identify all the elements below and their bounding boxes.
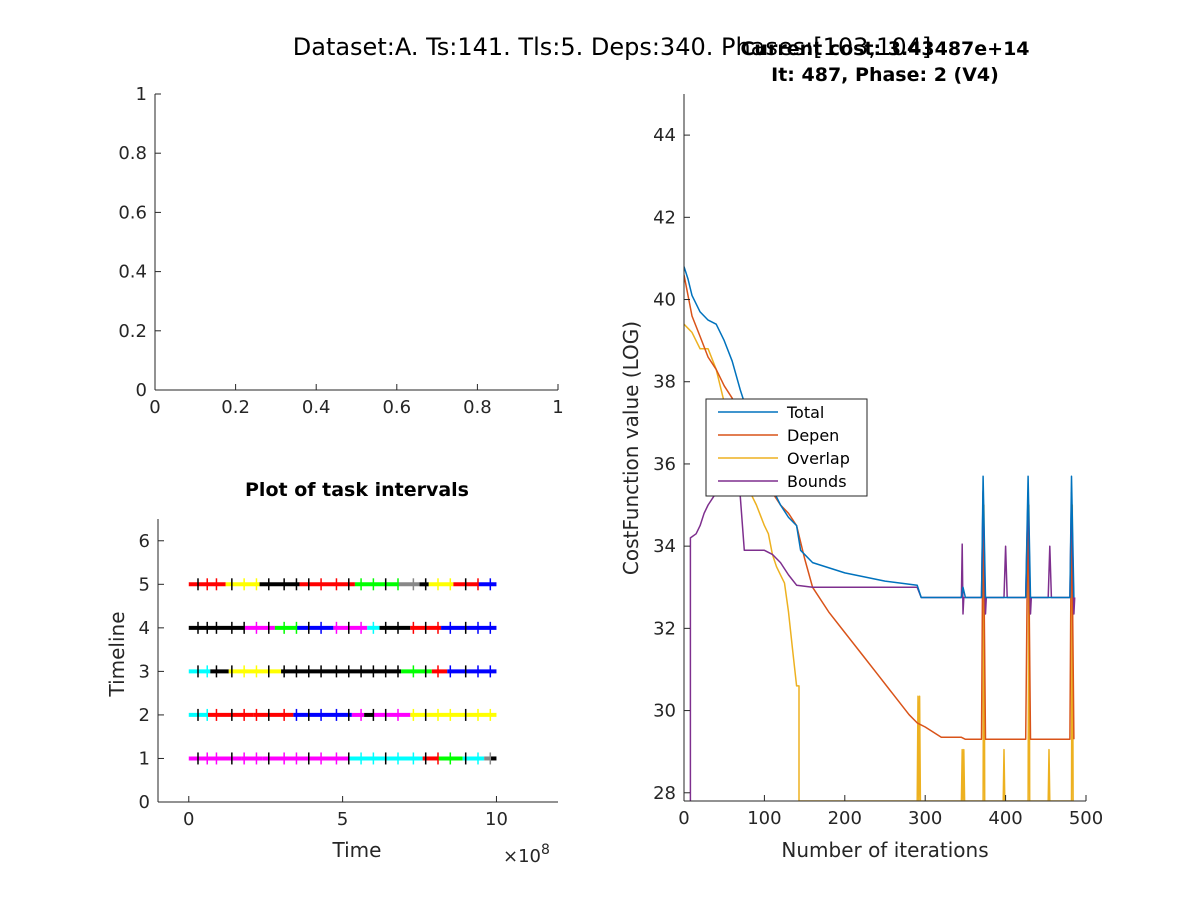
y-tick-label: 1 <box>139 748 150 769</box>
y-tick-label: 32 <box>653 618 676 639</box>
y-tick-label: 0 <box>139 792 150 813</box>
x-tick-label: 100 <box>747 808 781 829</box>
x-multiplier-exponent: 8 <box>541 842 550 858</box>
x-multiplier-base: ×10 <box>503 846 541 867</box>
legend-label-depen: Depen <box>787 426 839 445</box>
y-tick-label: 44 <box>653 125 676 146</box>
x-tick-label: 500 <box>1069 808 1103 829</box>
legend-box <box>705 398 868 497</box>
y-tick-label: 36 <box>653 454 676 475</box>
y-tick-label: 6 <box>139 531 150 552</box>
y-tick-label: 40 <box>653 290 676 311</box>
y-tick-label: 1 <box>136 84 147 105</box>
x-tick-label: 0 <box>183 809 194 830</box>
x-tick-label: 0.2 <box>221 397 250 418</box>
cost-subtitle: It: 487, Phase: 2 (V4) <box>771 64 999 86</box>
y-tick-label: 0.4 <box>118 262 147 283</box>
task-intervals-title: Plot of task intervals <box>245 479 469 501</box>
x-tick-label: 5 <box>337 809 348 830</box>
x-tick-label: 0 <box>149 397 160 418</box>
cost-function-axes: Current cost: 3.43487e+14 It: 487, Phase… <box>619 38 1103 862</box>
x-tick-label: 0.4 <box>302 397 331 418</box>
y-tick-label: 0 <box>136 380 147 401</box>
x-tick-label: 10 <box>485 809 508 830</box>
x-tick-label: 0.8 <box>463 397 492 418</box>
x-tick-label: 400 <box>988 808 1022 829</box>
x-tick-label: 0 <box>678 808 689 829</box>
y-tick-label: 30 <box>653 701 676 722</box>
x-tick-label: 0.6 <box>382 397 411 418</box>
cost-ylabel: CostFunction value (LOG) <box>619 321 643 575</box>
cost-legend: Total Depen Overlap Bounds <box>705 398 868 497</box>
y-tick-label: 0.8 <box>118 143 147 164</box>
legend-label-overlap: Overlap <box>787 449 850 468</box>
y-tick-label: 3 <box>139 661 150 682</box>
x-tick-label: 1 <box>552 397 563 418</box>
task-intervals-ylabel: Timeline <box>105 611 129 697</box>
legend-label-total: Total <box>786 403 824 422</box>
task-intervals-xlabel: Time <box>332 838 382 862</box>
y-tick-label: 4 <box>139 618 150 639</box>
figure-suptitle: Dataset:A. Ts:141. Tls:5. Deps:340. Phas… <box>293 33 931 61</box>
legend-label-bounds: Bounds <box>787 472 847 491</box>
y-tick-label: 38 <box>653 372 676 393</box>
y-tick-label: 0.2 <box>118 321 147 342</box>
y-tick-label: 5 <box>139 574 150 595</box>
y-tick-label: 42 <box>653 207 676 228</box>
cost-title: Current cost: 3.43487e+14 <box>740 38 1029 60</box>
y-tick-label: 28 <box>653 783 676 804</box>
y-tick-label: 2 <box>139 705 150 726</box>
y-tick-label: 0.6 <box>118 202 147 223</box>
cost-xlabel: Number of iterations <box>781 838 988 862</box>
series-line-total <box>684 266 1075 599</box>
x-tick-label: 300 <box>908 808 942 829</box>
empty-axes: 0 0.2 0.4 0.6 0.8 1 0 0.2 0.4 0.6 0.8 1 <box>118 84 563 418</box>
y-tick-label: 34 <box>653 536 676 557</box>
empty-axes-background <box>155 94 558 390</box>
series-line-depen <box>684 274 1075 741</box>
x-multiplier-label: ×108 <box>503 842 550 867</box>
x-tick-label: 200 <box>828 808 862 829</box>
